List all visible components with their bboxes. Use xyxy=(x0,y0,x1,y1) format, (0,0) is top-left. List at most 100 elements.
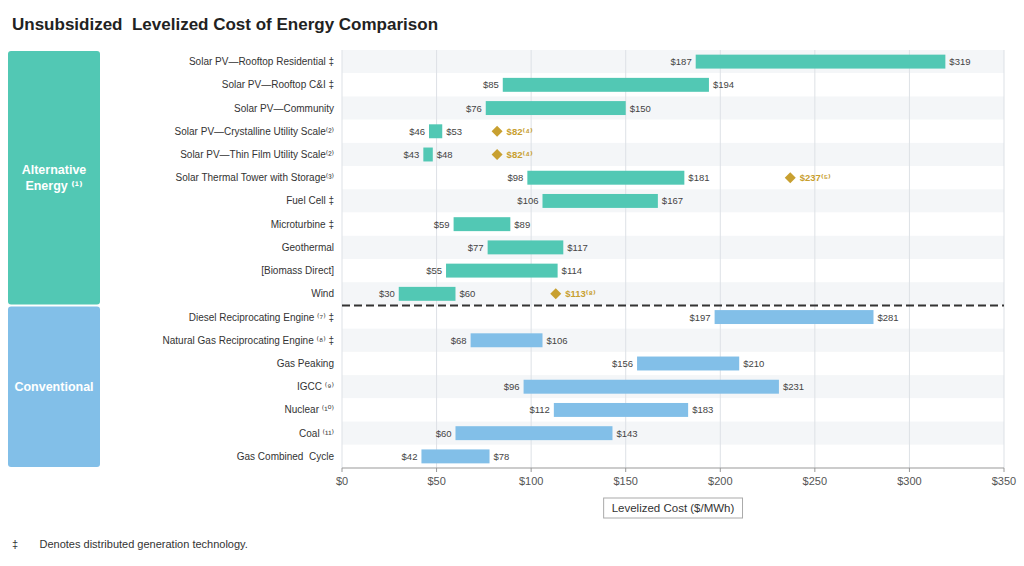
range-bar xyxy=(554,403,688,417)
high-label: $181 xyxy=(688,172,709,183)
low-label: $42 xyxy=(402,451,418,462)
category-label: Gas Combined Cycle xyxy=(237,451,335,462)
category-label: Solar PV—Crystalline Utility Scale⁽²⁾ xyxy=(175,126,334,137)
range-bar xyxy=(527,171,684,185)
high-label: $281 xyxy=(877,312,898,323)
data-labels: $187$319$85$194$76$150$46$53$43$48$98$18… xyxy=(379,56,971,462)
row-background xyxy=(342,305,1004,328)
x-tick-label: $100 xyxy=(519,475,543,487)
row-background xyxy=(342,120,1004,143)
row-background xyxy=(342,143,1004,166)
low-label: $98 xyxy=(508,172,524,183)
marker-label: $82⁽⁴⁾ xyxy=(507,149,533,160)
x-tick-label: $150 xyxy=(613,475,637,487)
row-background xyxy=(342,73,1004,96)
low-label: $112 xyxy=(529,404,549,415)
x-tick-label: $0 xyxy=(336,475,348,487)
row-background xyxy=(342,259,1004,282)
category-label: Coal ⁽¹¹⁾ xyxy=(299,428,334,439)
x-tick xyxy=(531,468,532,472)
x-tick-label: $300 xyxy=(897,475,921,487)
x-tick xyxy=(814,468,815,472)
x-axis-label-box xyxy=(604,498,743,518)
row-background xyxy=(342,236,1004,259)
low-label: $60 xyxy=(436,428,452,439)
category-labels: Solar PV—Rooftop Residential ‡ Solar PV—R… xyxy=(163,56,335,462)
x-tick-label: $50 xyxy=(427,475,445,487)
range-bar xyxy=(637,357,739,371)
row-background xyxy=(342,352,1004,375)
low-label: $76 xyxy=(466,103,482,114)
diamond-marker xyxy=(492,149,503,160)
category-label: Wind xyxy=(311,288,334,299)
high-label: $78 xyxy=(494,451,510,462)
category-label: Natural Gas Reciprocating Engine ⁽⁸⁾ ‡ xyxy=(163,335,334,346)
range-bar xyxy=(524,380,779,394)
range-bar xyxy=(399,287,456,301)
category-label: Geothermal xyxy=(282,242,334,253)
high-label: $167 xyxy=(662,195,683,206)
category-label: Gas Peaking xyxy=(277,358,334,369)
category-label: Solar PV—Thin Film Utility Scale⁽²⁾ xyxy=(180,149,334,160)
grid-line xyxy=(909,50,910,468)
high-label: $150 xyxy=(630,103,651,114)
low-label: $106 xyxy=(517,195,538,206)
category-label: Microturbine ‡ xyxy=(271,219,334,230)
high-label: $231 xyxy=(783,381,804,392)
range-bar xyxy=(454,217,511,231)
x-tick xyxy=(720,468,721,472)
range-bar xyxy=(715,310,874,324)
low-label: $55 xyxy=(426,265,442,276)
grid-line xyxy=(1004,50,1005,468)
x-axis-label: Levelized Cost ($/MWh) xyxy=(612,502,735,514)
row-background xyxy=(342,189,1004,212)
high-label: $60 xyxy=(459,288,475,299)
grid-line xyxy=(814,50,815,468)
low-label: $46 xyxy=(409,126,425,137)
marker-label: $82⁽⁴⁾ xyxy=(507,126,533,137)
range-bar xyxy=(421,449,489,463)
low-label: $59 xyxy=(434,219,450,230)
high-label: $117 xyxy=(567,242,587,253)
category-label: Solar PV—Rooftop C&I ‡ xyxy=(222,79,334,90)
range-bar xyxy=(488,240,564,254)
marks xyxy=(399,55,946,464)
annotation: ‡ Denotes distributed generation technol… xyxy=(12,538,248,550)
category-label: IGCC ⁽⁹⁾ xyxy=(297,381,334,392)
group-label-line: Energy ⁽¹⁾ xyxy=(25,179,82,193)
high-label: $319 xyxy=(949,56,970,67)
row-background xyxy=(342,213,1004,236)
category-label: Solar PV—Rooftop Residential ‡ xyxy=(189,56,334,67)
x-axis-label-group: Levelized Cost ($/MWh) xyxy=(604,498,743,518)
diamond-marker xyxy=(550,288,561,299)
range-bar xyxy=(423,148,432,162)
high-label: $106 xyxy=(546,335,567,346)
range-bar xyxy=(486,101,626,115)
category-label: Solar Thermal Tower with Storage⁽³⁾ xyxy=(176,172,335,183)
low-label: $187 xyxy=(671,56,692,67)
range-bar xyxy=(503,78,709,92)
x-tick xyxy=(909,468,910,472)
low-label: $156 xyxy=(612,358,633,369)
high-label: $210 xyxy=(743,358,764,369)
row-background xyxy=(342,282,1004,305)
grid-line xyxy=(720,50,721,468)
low-label: $68 xyxy=(451,335,467,346)
group-sidebar xyxy=(8,306,100,467)
title: Unsubsidized Levelized Cost of Energy Co… xyxy=(12,15,438,34)
low-label: $77 xyxy=(468,242,484,253)
high-label: $143 xyxy=(616,428,637,439)
row-backgrounds xyxy=(342,50,1004,468)
group-label-line: Alternative xyxy=(22,163,87,177)
range-bar xyxy=(429,124,442,138)
range-bar xyxy=(455,426,612,440)
x-tick xyxy=(625,468,626,472)
high-label: $114 xyxy=(562,265,582,276)
low-label: $85 xyxy=(483,79,499,90)
group-label: Conventional xyxy=(14,380,93,394)
x-tick-label: $250 xyxy=(803,475,827,487)
group-sidebars: Alternative Energy ⁽¹⁾ Conventional xyxy=(8,51,100,467)
x-tick-label: $200 xyxy=(708,475,732,487)
row-background xyxy=(342,166,1004,189)
grid-line xyxy=(342,50,343,468)
